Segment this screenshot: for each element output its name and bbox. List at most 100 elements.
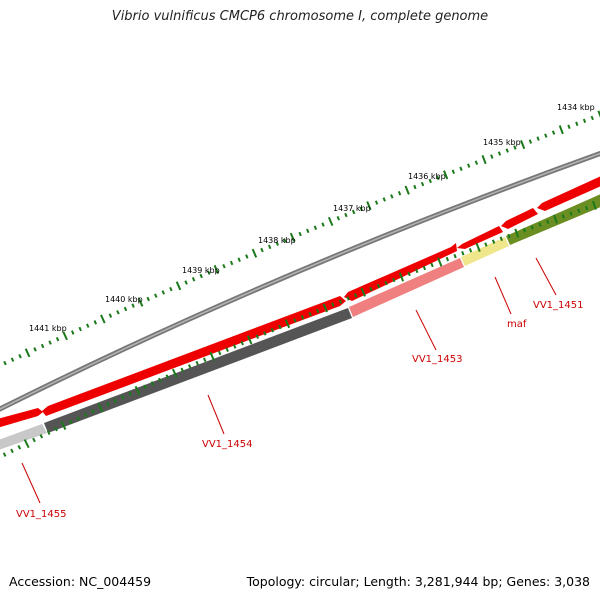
ruler-minor-tick <box>536 136 540 141</box>
ruler-minor-tick <box>451 169 456 174</box>
chromosome-backbone <box>0 150 600 412</box>
ruler-minor-tick <box>313 225 318 230</box>
ruler-minor-tick <box>300 315 305 320</box>
ruler-major-tick <box>246 335 253 345</box>
ruler-major-tick <box>137 297 144 307</box>
gene-block-vv1-1453 <box>349 258 464 317</box>
ruler-minor-tick <box>315 308 320 314</box>
ruler-major-tick <box>100 314 106 324</box>
kbp-label: 1441 kbp <box>29 324 67 333</box>
ruler-minor-tick <box>422 265 427 271</box>
ruler-minor-tick <box>522 228 527 233</box>
ruler-minor-tick <box>293 318 297 323</box>
map-title: Vibrio vulnificus CMCP6 chromosome I, co… <box>111 9 489 24</box>
leader-vv1-1455 <box>21 462 41 504</box>
ruler-minor-tick <box>546 219 550 225</box>
ruler-minor-tick <box>267 244 272 250</box>
ruler-minor-tick <box>499 236 503 242</box>
ruler-minor-tick <box>530 225 534 230</box>
chromosome-backbone-highlight <box>0 152 600 410</box>
ruler-major-tick <box>209 351 215 361</box>
cds-arrow <box>537 176 600 211</box>
ruler-major-tick <box>553 214 558 224</box>
ruler-minor-tick <box>108 313 113 318</box>
ruler-minor-tick <box>374 200 379 205</box>
ruler-minor-tick <box>187 364 192 369</box>
ruler-minor-tick <box>229 260 234 266</box>
cds-arrow <box>42 296 346 416</box>
ruler-minor-tick <box>245 254 249 259</box>
kbp-label: 1435 kbp <box>483 138 521 147</box>
leader-maf <box>494 276 512 315</box>
ruler-minor-tick <box>143 384 147 390</box>
ruler-minor-tick <box>505 148 509 153</box>
ruler-minor-tick <box>232 344 237 349</box>
ruler-minor-tick <box>278 324 282 330</box>
ruler-major-tick <box>322 303 328 313</box>
ruler-minor-tick <box>165 374 170 379</box>
gene-label-vv1-1454: VV1_1454 <box>202 439 253 450</box>
ruler-major-tick <box>437 257 443 267</box>
ruler-minor-tick <box>336 216 341 221</box>
ruler-minor-tick <box>91 409 95 414</box>
ruler-minor-tick <box>106 402 110 407</box>
ruler-major-tick <box>134 385 141 395</box>
ruler-minor-tick <box>158 377 162 383</box>
leader-vv1-1451 <box>535 257 557 296</box>
ruler-minor-tick <box>351 209 356 215</box>
ruler-minor-tick <box>150 381 155 386</box>
ruler-minor-tick <box>131 303 135 308</box>
ruler-minor-tick <box>260 247 264 253</box>
gene-labels: VV1_1451 maf VV1_1453 VV1_1454 VV1_1455 <box>16 300 584 520</box>
cds-arrow <box>0 408 43 428</box>
cds-track-forward <box>0 176 600 428</box>
ruler-minor-tick <box>180 367 185 373</box>
ruler-minor-tick <box>240 340 244 346</box>
ruler-minor-tick <box>359 206 363 212</box>
ruler-minor-tick <box>83 412 88 418</box>
ruler-minor-tick <box>154 293 158 298</box>
ruler-major-tick <box>175 281 182 291</box>
ruler-minor-tick <box>577 208 581 214</box>
ruler-minor-tick <box>346 296 350 301</box>
ruler-minor-tick <box>513 145 517 150</box>
ruler-minor-tick <box>561 214 565 219</box>
ruler-major-tick <box>289 232 296 242</box>
ruler-minor-tick <box>222 263 226 269</box>
ruler-major-tick <box>62 331 68 341</box>
gene-block-maf <box>461 237 509 266</box>
cds-arrow <box>501 208 538 229</box>
ruler-major-tick <box>597 110 600 118</box>
ruler-minor-tick <box>436 175 440 181</box>
ruler-minor-tick <box>76 416 81 421</box>
kbp-label: 1440 kbp <box>105 295 143 304</box>
ruler-minor-tick <box>184 280 188 285</box>
ruler-minor-tick <box>85 323 90 328</box>
ruler-minor-tick <box>461 251 465 256</box>
ruler-minor-tick <box>392 277 396 283</box>
ruler-minor-tick <box>528 139 533 144</box>
kbp-label: 1438 kbp <box>258 236 296 245</box>
ruler-minor-tick <box>217 350 222 356</box>
ruler-minor-tick <box>582 118 587 124</box>
ruler-minor-tick <box>484 242 488 247</box>
ruler-minor-tick <box>415 268 419 274</box>
cds-arrow <box>457 226 503 249</box>
ruler-minor-tick <box>420 181 425 187</box>
gene-label-vv1-1453: VV1_1453 <box>412 354 463 365</box>
accession-text: Accession: NC_004459 <box>9 574 152 589</box>
ruler-minor-tick <box>353 293 358 298</box>
ruler-minor-tick <box>453 253 457 259</box>
ruler-minor-tick <box>93 320 98 325</box>
ruler-minor-tick <box>445 256 450 262</box>
ruler-minor-tick <box>146 296 150 302</box>
ruler-minor-tick <box>55 336 60 342</box>
ruler-minor-tick <box>390 194 394 199</box>
kbp-label: 1434 kbp <box>557 103 595 112</box>
ruler-minor-tick <box>430 262 434 268</box>
ruler-major-tick <box>481 155 487 165</box>
ruler-minor-tick <box>3 360 7 366</box>
ruler-minor-tick <box>33 347 37 352</box>
ruler-major-tick <box>171 368 178 378</box>
